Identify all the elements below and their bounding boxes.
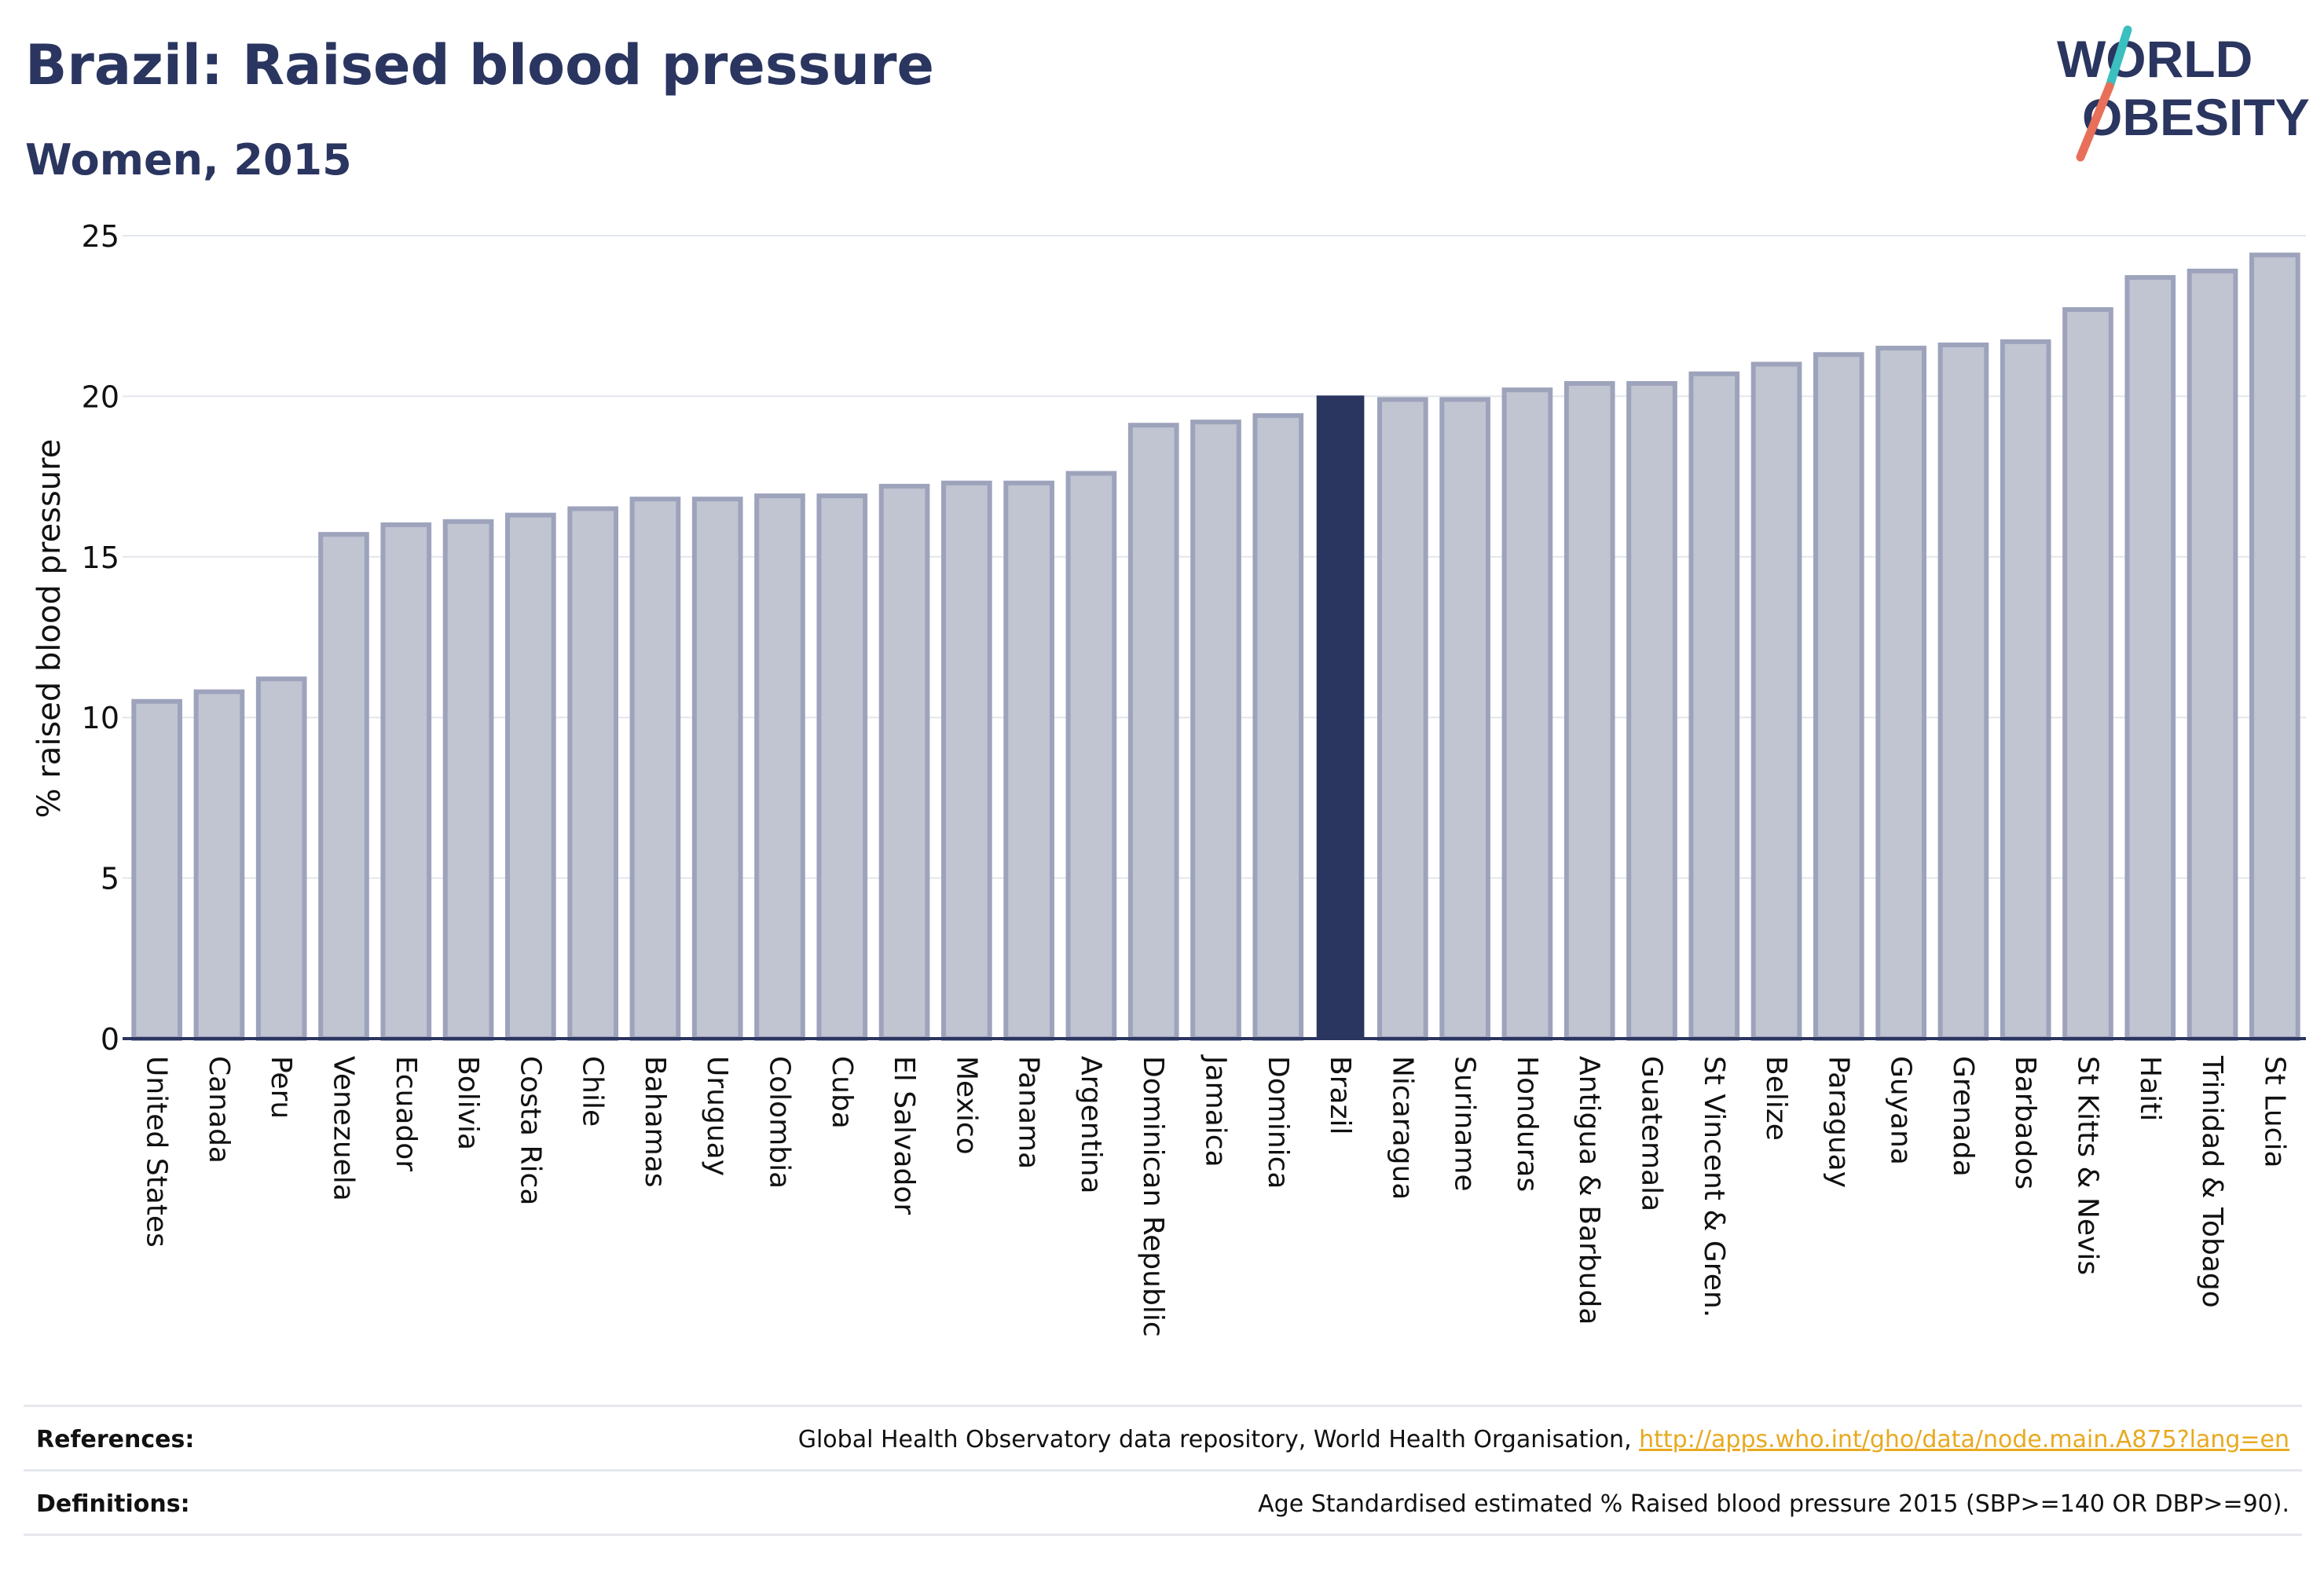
bar-chile[interactable] bbox=[567, 506, 618, 1041]
definitions-label: Definitions: bbox=[36, 1490, 190, 1518]
x-tick-label: Suriname bbox=[1449, 1056, 1481, 1192]
bar-bahamas[interactable] bbox=[629, 497, 681, 1041]
y-tick-labels: 0 5 10 15 20 25 bbox=[82, 219, 119, 1057]
x-tick-label: Haiti bbox=[2134, 1056, 2166, 1121]
x-tick-label: Honduras bbox=[1511, 1056, 1543, 1192]
logo-word-world: WORLD bbox=[2057, 30, 2253, 88]
references-row: References: Global Health Observatory da… bbox=[24, 1405, 2302, 1470]
x-tick-label: Cuba bbox=[826, 1056, 858, 1129]
bar-nicaragua[interactable] bbox=[1377, 397, 1428, 1042]
x-tick-label: Brazil bbox=[1324, 1056, 1356, 1134]
y-tick-label: 25 bbox=[82, 219, 119, 254]
bar-paraguay[interactable] bbox=[1813, 352, 1864, 1042]
x-tick-label: Trinidad & Tobago bbox=[2196, 1055, 2228, 1308]
bar-united-states[interactable] bbox=[131, 698, 182, 1041]
footer-divider bbox=[24, 1534, 2302, 1536]
x-tick-label: Bolivia bbox=[452, 1056, 484, 1150]
bar-suriname[interactable] bbox=[1439, 397, 1490, 1042]
x-tick-label: Ecuador bbox=[390, 1056, 422, 1171]
bar-guyana[interactable] bbox=[1875, 346, 1926, 1041]
x-tick-label: Uruguay bbox=[701, 1056, 733, 1176]
bar-dominica[interactable] bbox=[1252, 412, 1304, 1041]
bar-peru[interactable] bbox=[255, 676, 307, 1041]
y-tick-label: 0 bbox=[101, 1022, 119, 1057]
x-tick-label: Grenada bbox=[1947, 1056, 1979, 1177]
bar-el-salvador[interactable] bbox=[878, 483, 930, 1041]
bar-chart: 0 5 10 15 20 25 United States Canada Peru Venezu… bbox=[31, 219, 2306, 1337]
x-tick-label: Dominica bbox=[1262, 1056, 1294, 1189]
y-tick-label: 5 bbox=[101, 862, 119, 896]
x-tick-label: Paraguay bbox=[1822, 1056, 1854, 1188]
x-tick-label: Costa Rica bbox=[514, 1056, 546, 1205]
bar-argentina[interactable] bbox=[1065, 471, 1117, 1041]
references-link[interactable]: http://apps.who.int/gho/data/node.main.A… bbox=[1639, 1426, 2289, 1453]
bar-trinidad-tobago[interactable] bbox=[2187, 268, 2238, 1041]
chart-subtitle: Women, 2015 bbox=[25, 135, 352, 185]
x-tick-label: Bahamas bbox=[639, 1056, 671, 1188]
bar-costa-rica[interactable] bbox=[505, 512, 556, 1041]
bar-ecuador[interactable] bbox=[380, 522, 432, 1041]
bar-layer bbox=[123, 252, 2306, 1042]
x-tick-label: Colombia bbox=[764, 1056, 796, 1189]
definitions-row: Definitions: Age Standardised estimated … bbox=[24, 1469, 2302, 1534]
x-tick-label: United States bbox=[141, 1056, 173, 1248]
x-tick-label: Dominican Republic bbox=[1137, 1056, 1169, 1337]
world-obesity-logo[interactable]: WORLD OBESITY bbox=[2035, 24, 2318, 165]
bar-cuba[interactable] bbox=[816, 493, 868, 1041]
x-tick-label: El Salvador bbox=[888, 1056, 920, 1215]
references-source: Global Health Observatory data repositor… bbox=[797, 1426, 1640, 1453]
bar-grenada[interactable] bbox=[1937, 342, 1989, 1041]
bar-bolivia[interactable] bbox=[442, 519, 494, 1041]
x-tick-label: St Lucia bbox=[2258, 1056, 2290, 1168]
bar-dominican-republic[interactable] bbox=[1127, 423, 1179, 1041]
bar-haiti[interactable] bbox=[2124, 275, 2176, 1042]
x-tick-labels: United States Canada Peru Venezuela Ecuador B… bbox=[141, 1054, 2291, 1337]
bar-barbados[interactable] bbox=[2000, 339, 2051, 1041]
x-tick-label: Guyana bbox=[1885, 1056, 1917, 1165]
logo-slash-teal bbox=[2105, 25, 2132, 91]
bar-st-kitts-nevis[interactable] bbox=[2062, 307, 2113, 1041]
x-tick-label: St Vincent & Gren. bbox=[1698, 1056, 1730, 1318]
chart-title: Brazil: Raised blood pressure bbox=[25, 33, 934, 97]
bar-mexico[interactable] bbox=[941, 480, 992, 1041]
references-label: References: bbox=[36, 1426, 195, 1453]
logo-slash-coral bbox=[2076, 82, 2114, 162]
x-tick-label: Venezuela bbox=[328, 1056, 360, 1201]
bar-canada[interactable] bbox=[193, 689, 245, 1041]
x-tick-label: Peru bbox=[265, 1056, 297, 1119]
logo-word-obesity: OBESITY bbox=[2082, 88, 2310, 146]
bar-brazil[interactable] bbox=[1316, 395, 1365, 1039]
x-tick-label: Barbados bbox=[2009, 1056, 2041, 1189]
x-tick-label: Mexico bbox=[950, 1056, 982, 1155]
y-axis-label: % raised blood pressure bbox=[31, 439, 68, 819]
definitions-text: Age Standardised estimated % Raised bloo… bbox=[1258, 1490, 2289, 1518]
bar-honduras[interactable] bbox=[1501, 387, 1553, 1041]
bar-antigua-barbuda[interactable] bbox=[1563, 381, 1615, 1042]
bar-jamaica[interactable] bbox=[1190, 420, 1241, 1041]
bar-uruguay[interactable] bbox=[691, 497, 743, 1041]
x-tick-label: Antigua & Barbuda bbox=[1573, 1056, 1605, 1325]
y-tick-label: 15 bbox=[82, 541, 119, 575]
bar-colombia[interactable] bbox=[754, 493, 805, 1041]
bar-st-vincent-gren[interactable] bbox=[1688, 371, 1740, 1041]
x-tick-label: Chile bbox=[577, 1056, 609, 1127]
x-tick-label: Canada bbox=[203, 1056, 235, 1164]
y-tick-label: 10 bbox=[82, 701, 119, 735]
bar-st-lucia[interactable] bbox=[2249, 252, 2300, 1041]
bar-venezuela[interactable] bbox=[318, 532, 369, 1041]
x-tick-label: Argentina bbox=[1075, 1056, 1107, 1194]
x-tick-label: Belize bbox=[1760, 1056, 1792, 1141]
x-tick-label: Nicaragua bbox=[1386, 1056, 1418, 1200]
bar-guatemala[interactable] bbox=[1626, 381, 1677, 1042]
x-tick-label: Panama bbox=[1013, 1056, 1045, 1169]
references-text: Global Health Observatory data repositor… bbox=[798, 1426, 2289, 1453]
x-tick-label: St Kitts & Nevis bbox=[2072, 1056, 2104, 1275]
x-tick-label: Jamaica bbox=[1200, 1054, 1232, 1167]
bar-belize[interactable] bbox=[1750, 361, 1802, 1041]
bar-panama[interactable] bbox=[1003, 480, 1054, 1041]
y-tick-label: 20 bbox=[82, 379, 119, 414]
x-tick-label: Guatemala bbox=[1636, 1056, 1668, 1211]
